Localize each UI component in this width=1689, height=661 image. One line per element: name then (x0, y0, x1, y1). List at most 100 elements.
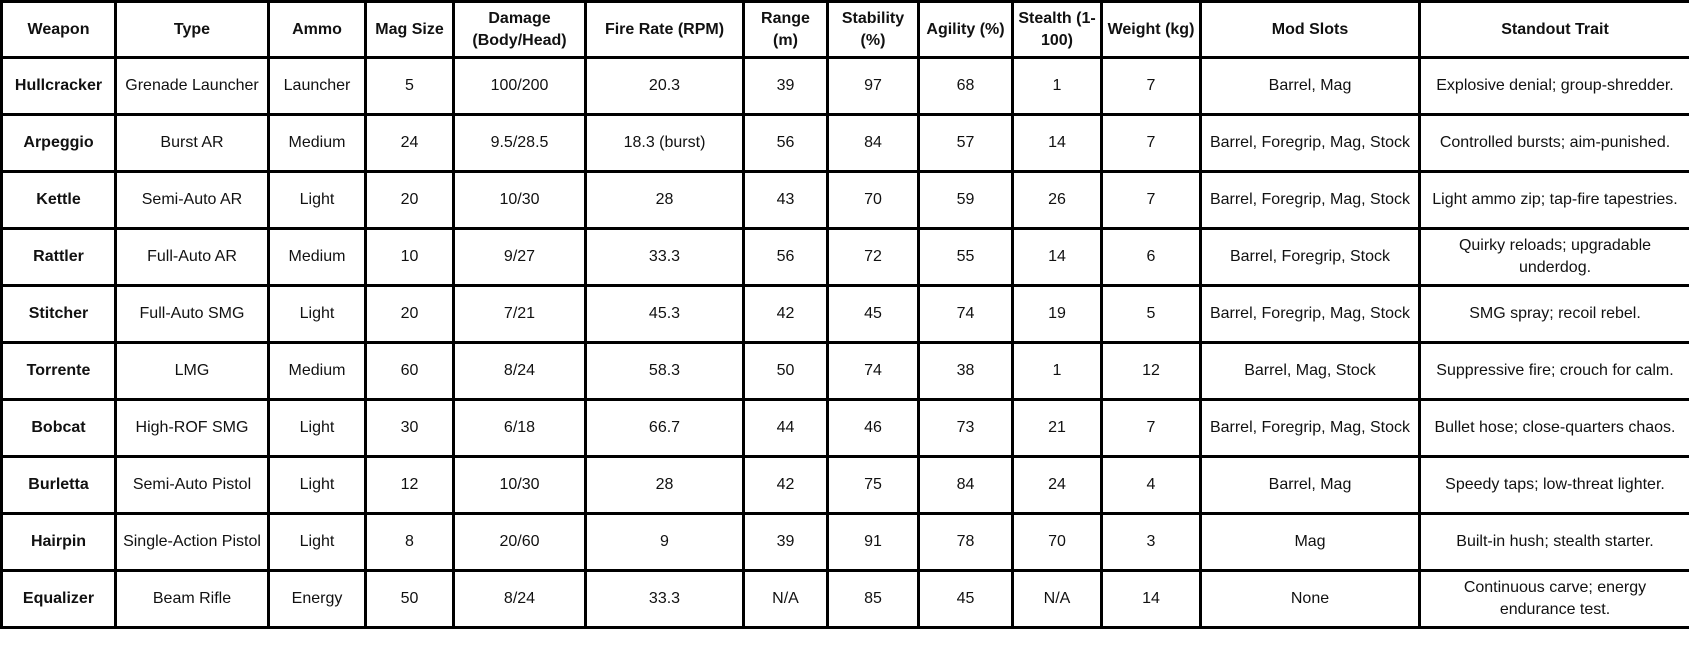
table-cell: 10 (364, 227, 455, 287)
table-cell: 68 (917, 56, 1014, 116)
table-cell: 70 (826, 170, 920, 230)
table-cell: Controlled bursts; aim-punished. (1418, 113, 1689, 173)
table-cell: 58.3 (584, 341, 745, 401)
table-cell: 10/30 (452, 455, 587, 515)
table-cell: 33.3 (584, 569, 745, 629)
weapon-name-cell: Equalizer (0, 569, 117, 629)
table-cell: 30 (364, 398, 455, 458)
table-cell: Burst AR (114, 113, 270, 173)
table-cell: 10/30 (452, 170, 587, 230)
table-cell: 97 (826, 56, 920, 116)
table-cell: 20 (364, 170, 455, 230)
table-cell: Barrel, Foregrip, Mag, Stock (1199, 113, 1421, 173)
column-header: Standout Trait (1418, 0, 1689, 59)
table-cell: 50 (364, 569, 455, 629)
column-header: Fire Rate (RPM) (584, 0, 745, 59)
table-cell: Light (267, 455, 367, 515)
table-cell: Light (267, 170, 367, 230)
table-row: Equalizer Beam Rifle Energy 50 8/24 33.3 N/A 85… (0, 569, 1689, 629)
table-cell: 5 (1100, 284, 1202, 344)
table-cell: 55 (917, 227, 1014, 287)
table-cell: Semi-Auto Pistol (114, 455, 270, 515)
table-cell: 46 (826, 398, 920, 458)
table-cell: Explosive denial; group-shredder. (1418, 56, 1689, 116)
table-cell: 56 (742, 113, 829, 173)
table-cell: None (1199, 569, 1421, 629)
table-cell: Semi-Auto AR (114, 170, 270, 230)
table-cell: Barrel, Foregrip, Stock (1199, 227, 1421, 287)
table-cell: 85 (826, 569, 920, 629)
table-cell: 14 (1100, 569, 1202, 629)
table-cell: Barrel, Foregrip, Mag, Stock (1199, 170, 1421, 230)
column-header: Stealth (1-100) (1011, 0, 1103, 59)
column-header: Weapon (0, 0, 117, 59)
table-cell: 75 (826, 455, 920, 515)
table-cell: Full-Auto AR (114, 227, 270, 287)
table-cell: 45 (826, 284, 920, 344)
table-cell: 20/60 (452, 512, 587, 572)
table-row: Rattler Full-Auto AR Medium 10 9/27 33.3 56 72 5… (0, 227, 1689, 287)
table-cell: 100/200 (452, 56, 587, 116)
table-cell: 19 (1011, 284, 1103, 344)
table-cell: SMG spray; recoil rebel. (1418, 284, 1689, 344)
column-header: Range (m) (742, 0, 829, 59)
table-cell: Barrel, Mag (1199, 455, 1421, 515)
table-row: Bobcat High-ROF SMG Light 30 6/18 66.7 44 46 73 2… (0, 398, 1689, 458)
table-cell: 12 (364, 455, 455, 515)
table-cell: 44 (742, 398, 829, 458)
table-cell: 14 (1011, 227, 1103, 287)
column-header: Ammo (267, 0, 367, 59)
weapon-name-cell: Stitcher (0, 284, 117, 344)
table-cell: 9 (584, 512, 745, 572)
weapon-name-cell: Hullcracker (0, 56, 117, 116)
table-cell: Speedy taps; low-threat lighter. (1418, 455, 1689, 515)
table-cell: 73 (917, 398, 1014, 458)
table-cell: 8 (364, 512, 455, 572)
weapon-name-cell: Bobcat (0, 398, 117, 458)
column-header: Type (114, 0, 270, 59)
column-header: Damage (Body/Head) (452, 0, 587, 59)
table-cell: 4 (1100, 455, 1202, 515)
table-cell: 6 (1100, 227, 1202, 287)
column-header: Weight (kg) (1100, 0, 1202, 59)
table-cell: Light (267, 398, 367, 458)
table-cell: 74 (826, 341, 920, 401)
table-cell: Built-in hush; stealth starter. (1418, 512, 1689, 572)
table-row: Hairpin Single-Action Pistol Light 8 20/60 9 3… (0, 512, 1689, 572)
table-cell: 45 (917, 569, 1014, 629)
table-cell: Barrel, Foregrip, Mag, Stock (1199, 398, 1421, 458)
table-cell: 12 (1100, 341, 1202, 401)
table-cell: 1 (1011, 56, 1103, 116)
table-cell: N/A (742, 569, 829, 629)
table-cell: 39 (742, 512, 829, 572)
table-cell: High-ROF SMG (114, 398, 270, 458)
table-cell: Grenade Launcher (114, 56, 270, 116)
table-cell: 8/24 (452, 569, 587, 629)
table-cell: 45.3 (584, 284, 745, 344)
table-cell: 7 (1100, 170, 1202, 230)
table-cell: Light (267, 512, 367, 572)
weapons-table: Weapon Type Ammo Mag Size Damage (Body/Head)… (0, 0, 1689, 629)
header-row: Weapon Type Ammo Mag Size Damage (Body/Head)… (0, 0, 1689, 59)
table-cell: 72 (826, 227, 920, 287)
table-cell: 9/27 (452, 227, 587, 287)
table-cell: 39 (742, 56, 829, 116)
table-cell: N/A (1011, 569, 1103, 629)
table-cell: Medium (267, 227, 367, 287)
table-cell: Mag (1199, 512, 1421, 572)
table-cell: 70 (1011, 512, 1103, 572)
table-cell: 6/18 (452, 398, 587, 458)
table-cell: 20.3 (584, 56, 745, 116)
table-cell: 7 (1100, 56, 1202, 116)
column-header: Mag Size (364, 0, 455, 59)
column-header: Stability (%) (826, 0, 920, 59)
table-cell: 42 (742, 455, 829, 515)
table-cell: 57 (917, 113, 1014, 173)
table-cell: 18.3 (burst) (584, 113, 745, 173)
table-row: Hullcracker Grenade Launcher Launcher 5 100/… (0, 56, 1689, 116)
table-cell: 21 (1011, 398, 1103, 458)
column-header: Mod Slots (1199, 0, 1421, 59)
table-row: Stitcher Full-Auto SMG Light 20 7/21 45.3 42 45… (0, 284, 1689, 344)
table-cell: 42 (742, 284, 829, 344)
table-row: Burletta Semi-Auto Pistol Light 12 10/30 28 42… (0, 455, 1689, 515)
